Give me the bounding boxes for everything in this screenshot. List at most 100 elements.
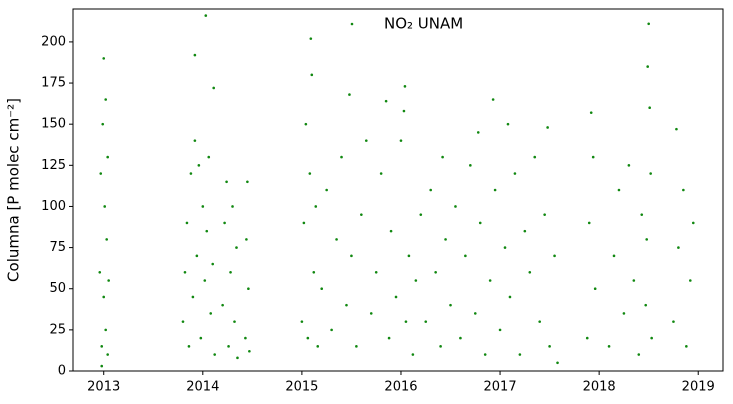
- data-point: [99, 172, 103, 175]
- data-point: [187, 345, 191, 348]
- data-point: [387, 336, 391, 340]
- data-point: [245, 238, 248, 241]
- data-point: [444, 238, 447, 241]
- data-point: [424, 320, 428, 323]
- data-point: [403, 85, 407, 88]
- data-point: [103, 205, 107, 208]
- x-tick-label: 2018: [583, 380, 616, 395]
- data-point: [300, 320, 304, 323]
- data-point: [677, 246, 680, 249]
- x-tick-label: 2019: [682, 380, 715, 395]
- data-point: [308, 172, 312, 175]
- data-point: [199, 336, 203, 340]
- data-point: [449, 303, 452, 307]
- data-point: [682, 188, 685, 192]
- data-point: [691, 221, 695, 225]
- y-tick-label: 50: [49, 281, 66, 296]
- x-tick-label: 2013: [87, 380, 120, 395]
- data-point: [488, 279, 492, 282]
- data-point: [248, 349, 251, 353]
- data-point: [464, 254, 467, 258]
- data-point: [369, 312, 373, 315]
- data-point: [101, 122, 105, 126]
- data-point: [195, 254, 199, 258]
- data-point: [493, 188, 497, 192]
- data-point: [104, 98, 107, 101]
- data-point: [473, 312, 477, 315]
- x-tick-label: 2017: [484, 380, 517, 395]
- data-point: [105, 238, 108, 241]
- data-point: [649, 172, 652, 175]
- data-point: [350, 254, 353, 258]
- data-point: [399, 139, 403, 142]
- data-point: [104, 328, 107, 332]
- data-point: [204, 14, 208, 17]
- data-point: [419, 213, 423, 216]
- data-point: [459, 336, 462, 340]
- data-point: [591, 155, 595, 159]
- data-point: [209, 312, 213, 315]
- data-point: [414, 279, 418, 282]
- data-point: [189, 172, 193, 175]
- y-axis-label: Columna [P molec cm⁻²]: [5, 98, 23, 282]
- data-point: [231, 205, 234, 208]
- x-tick-label: 2016: [384, 380, 417, 395]
- y-tick-label: 200: [41, 34, 66, 49]
- data-point: [546, 126, 549, 129]
- data-point: [320, 287, 324, 291]
- data-point: [360, 213, 363, 216]
- data-point: [306, 336, 310, 340]
- data-point: [518, 353, 522, 356]
- data-point: [106, 353, 109, 356]
- data-point: [675, 127, 678, 131]
- data-point: [528, 270, 532, 274]
- data-point: [589, 111, 593, 114]
- data-point: [553, 254, 556, 258]
- legend-marker: [350, 22, 354, 26]
- legend-label: NO₂ UNAM: [384, 15, 463, 33]
- data-point: [434, 270, 437, 274]
- data-point: [102, 57, 106, 60]
- data-point: [316, 345, 320, 348]
- y-tick-label: 150: [41, 117, 66, 132]
- data-point: [223, 221, 226, 225]
- data-point: [503, 246, 507, 249]
- data-point: [340, 155, 343, 159]
- data-point: [106, 155, 109, 159]
- data-point: [454, 205, 457, 208]
- y-tick-label: 175: [41, 76, 66, 91]
- data-point: [612, 254, 616, 258]
- y-tick-label: 100: [41, 199, 66, 214]
- data-point: [394, 295, 398, 299]
- data-point: [221, 303, 224, 307]
- data-point: [627, 164, 631, 167]
- data-point: [404, 320, 408, 323]
- plot-frame: [72, 8, 724, 372]
- data-point: [246, 180, 249, 184]
- data-point: [689, 279, 692, 282]
- data-point: [548, 345, 551, 348]
- data-point: [193, 139, 197, 142]
- data-point: [100, 364, 104, 368]
- data-point: [646, 65, 649, 68]
- data-point: [632, 279, 636, 282]
- data-point: [384, 99, 388, 103]
- data-point: [325, 188, 328, 192]
- data-point: [587, 221, 591, 225]
- data-point: [374, 270, 378, 274]
- data-point: [203, 279, 207, 282]
- data-point: [302, 221, 306, 225]
- data-point: [402, 109, 406, 113]
- data-point: [685, 345, 688, 348]
- data-point: [645, 238, 649, 241]
- data-point: [498, 328, 502, 332]
- data-point: [193, 53, 197, 57]
- y-tick-label: 0: [58, 364, 66, 379]
- data-point: [233, 320, 236, 323]
- data-point: [441, 155, 444, 159]
- data-point: [309, 37, 313, 40]
- data-point: [644, 303, 648, 307]
- data-point: [637, 353, 641, 356]
- data-point: [607, 345, 611, 348]
